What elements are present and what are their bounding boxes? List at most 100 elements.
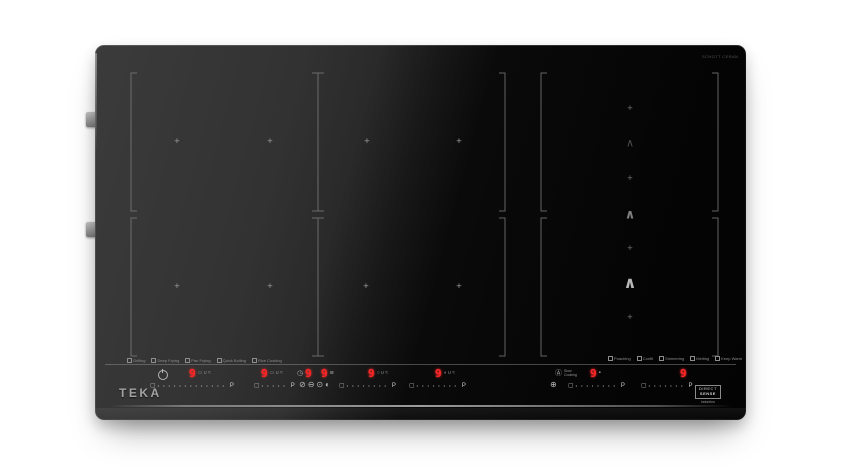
badge-text: SENSE (699, 390, 716, 396)
zone3-mode-icons: ○∪≈ (376, 369, 390, 376)
slider-dots[interactable]: ••••••• (648, 383, 687, 388)
brand-logo: TEKA (119, 386, 162, 400)
slider-dots[interactable]: •••••••• (416, 383, 460, 388)
function-label-keep-warm: Keep Warm (715, 355, 742, 361)
slider-boost-label[interactable]: P (391, 383, 396, 389)
zone2-power-level[interactable]: 9 (261, 366, 268, 380)
zone4-power-slider[interactable]: ▢ •••••••• P (409, 382, 466, 390)
slider-zone-icon: ▢ (641, 383, 647, 389)
slider-dots[interactable]: ••••••••••••• (157, 383, 228, 388)
function-label-text: Confit (642, 355, 654, 361)
slider-boost-label[interactable]: P (461, 383, 466, 389)
badge-subtext: induction (700, 399, 715, 404)
function-label-text: Quick Boiling (222, 357, 246, 363)
pot-size-chevron-medium: ∧ (624, 207, 636, 223)
flex-line-mid-left (499, 72, 506, 357)
simmering-icon (659, 355, 665, 361)
function-label-text: Deep Frying (157, 357, 180, 363)
zone3-power-slider[interactable]: ▢ •••••••• P (339, 382, 396, 390)
function-labels-left: Grilling Deep Frying Pan Frying Quick Boili… (127, 357, 282, 363)
zone5-power-level[interactable]: 9 (590, 366, 597, 380)
temp-button[interactable]: ⊙ (316, 380, 324, 389)
function-label-melting: Melting (690, 355, 710, 361)
slider-boost-label[interactable]: P (620, 383, 625, 389)
rice-cooking-icon (251, 357, 257, 363)
pan-position-cross: + (174, 281, 180, 292)
lock-button[interactable]: ⊕ (550, 381, 557, 389)
timer-value[interactable]: 9 (305, 366, 312, 380)
pan-position-cross: + (267, 136, 273, 147)
zone3-power-level[interactable]: 9 (368, 366, 375, 380)
pan-position-cross: + (627, 173, 633, 184)
zone5-power-slider[interactable]: ▢ •••••••• P (568, 382, 625, 390)
flex-zone-lines (130, 72, 719, 357)
edge-reflection (95, 53, 97, 153)
slider-zone-icon: ▢ (409, 383, 415, 389)
zone1-display[interactable]: 9 ▭∪≈ (189, 367, 212, 379)
zone4-power-level[interactable]: 9 (435, 366, 442, 380)
slider-zone-icon: ▢ (339, 383, 345, 389)
front-edge (95, 408, 746, 420)
menu-display[interactable]: 9 ≡ (321, 367, 334, 379)
zone4-mode-icons: ◗∪≈ (443, 369, 457, 376)
zone4-display[interactable]: 9 ◗∪≈ (435, 367, 456, 379)
pause-button[interactable]: ◐ (325, 380, 330, 389)
directsense-badge: DIRECT SENSE induction (695, 385, 721, 404)
zone2-display[interactable]: 9 ▭∪≈ (261, 367, 284, 379)
melting-icon (690, 355, 696, 361)
function-label-text: Melting (696, 355, 710, 361)
zone1-power-slider[interactable]: ▢ ••••••••••••• P (150, 382, 234, 390)
function-label-grilling: Grilling (127, 357, 145, 363)
slider-dots[interactable]: •••••••• (575, 383, 619, 388)
function-label-poaching: Poaching (608, 355, 631, 361)
zone6-power-slider[interactable]: ▢ ••••••• P (641, 382, 693, 390)
function-label-text: Rice Cooking (257, 357, 282, 363)
power-button[interactable] (158, 369, 168, 381)
function-label-text: Simmering (665, 355, 685, 361)
zone6-power-level[interactable]: 9 (680, 366, 687, 380)
zone6-display[interactable]: 9 (680, 367, 687, 379)
timer-clock-icon: ◷ (297, 369, 304, 377)
slider-boost-label[interactable]: P (229, 383, 234, 389)
pan-position-cross: + (267, 281, 273, 292)
grilling-icon (127, 357, 132, 363)
function-labels-right: Poaching Confit Simmering Melting Keep Warm (608, 355, 742, 361)
auto-function-label: Slow Cooking (564, 368, 577, 377)
square-indicator-icon: ▪ (598, 370, 601, 376)
auto-function-group[interactable]: Ⓐ Slow Cooking (555, 367, 577, 379)
keep-warm-icon (715, 355, 721, 361)
zone5-display[interactable]: 9 ▪ (590, 367, 601, 379)
slider-boost-label[interactable]: P (688, 383, 693, 389)
function-label-simmering: Simmering (659, 355, 685, 361)
front-bevel-highlight (109, 405, 732, 407)
pot-size-chevron-small: ∧ (625, 136, 635, 150)
function-label-rice-cooking: Rice Cooking (251, 357, 282, 363)
pot-size-chevron-large: ∧ (623, 273, 637, 292)
menu-power-level[interactable]: 9 (321, 366, 328, 380)
function-label-text: Pan Frying (191, 357, 211, 363)
pan-frying-icon (185, 357, 191, 363)
lock-icon: ⊕ (550, 380, 557, 389)
pan-position-cross: + (456, 136, 462, 147)
zone2-power-slider[interactable]: ▢ ••••• P (254, 382, 295, 390)
auto-function-icon[interactable]: Ⓐ (555, 369, 562, 377)
slider-zone-icon: ▢ (150, 383, 156, 389)
zone1-power-level[interactable]: 9 (189, 366, 196, 380)
slider-boost-label[interactable]: P (290, 383, 295, 389)
flex-line-right (712, 72, 719, 357)
center-button-row: ⊘ ⊖ ⊙ ◐ (299, 381, 330, 389)
timer-display[interactable]: ◷ 9 (297, 367, 312, 379)
slider-dots[interactable]: ••••• (261, 383, 289, 388)
function-label-pan-frying: Pan Frying (185, 357, 211, 363)
zone1-mode-icons: ▭∪≈ (197, 369, 212, 376)
minus-button[interactable]: ⊖ (307, 380, 315, 389)
zone3-display[interactable]: 9 ○∪≈ (368, 367, 389, 379)
function-label-quick-boiling: Quick Boiling (216, 357, 246, 363)
induction-hob: + + + + + + + + + ∧ + ∧ + ∧ + SCHOTT CERAN Grilling Dee… (95, 45, 746, 420)
deep-frying-icon (151, 357, 157, 363)
badge-text: DIRECT (699, 386, 717, 391)
function-label-deep-frying: Deep Frying (151, 357, 180, 363)
directsense-badge-box: DIRECT SENSE (695, 385, 721, 399)
slider-dots[interactable]: •••••••• (346, 383, 390, 388)
stop-go-button[interactable]: ⊘ (299, 380, 306, 389)
